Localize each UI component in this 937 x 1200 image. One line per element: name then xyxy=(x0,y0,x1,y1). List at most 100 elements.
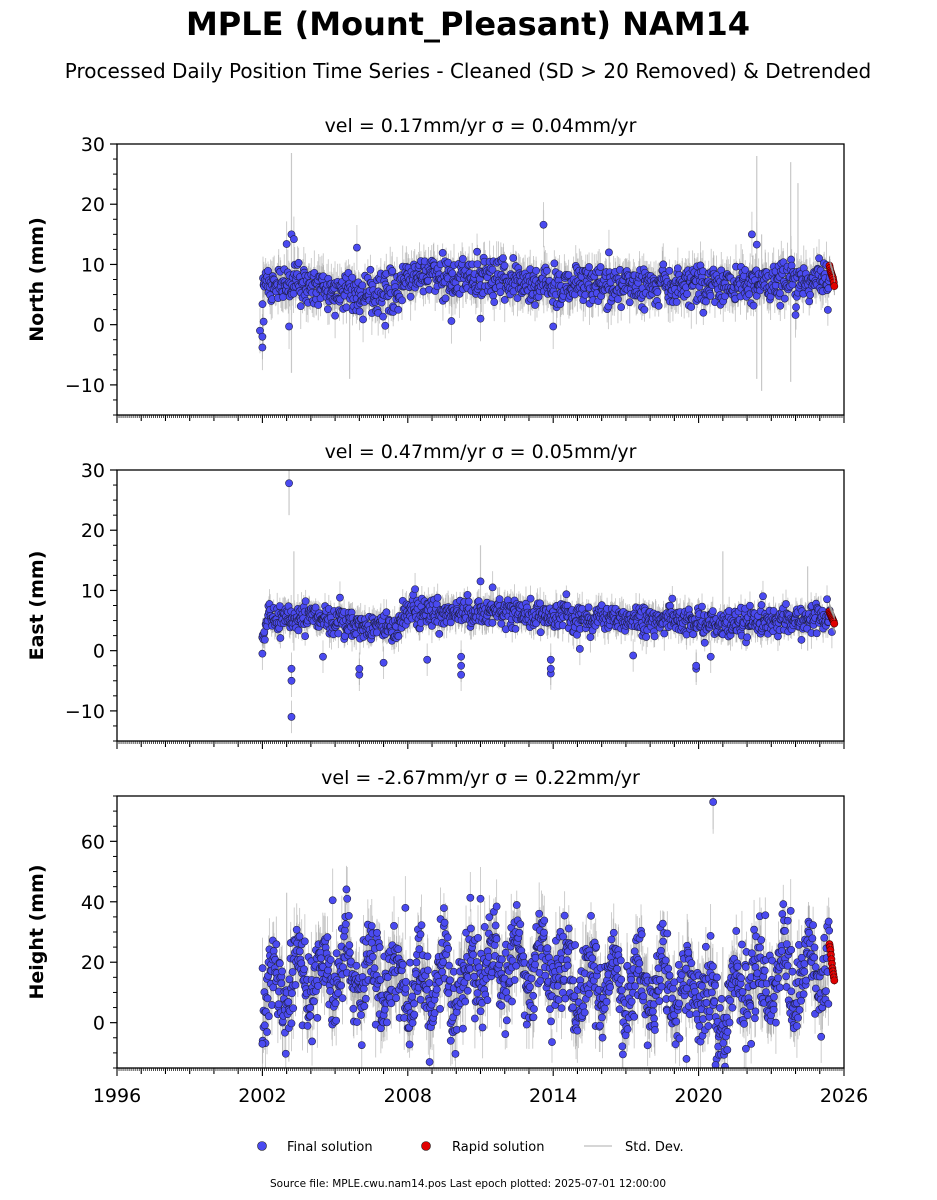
final-point xyxy=(319,652,327,661)
final-point xyxy=(708,607,717,615)
final-point xyxy=(287,713,296,721)
final-point xyxy=(258,343,267,352)
final-point xyxy=(549,322,558,331)
final-point xyxy=(285,322,293,331)
final-point xyxy=(605,248,613,257)
final-point xyxy=(665,266,674,275)
final-point xyxy=(745,290,754,299)
final-point xyxy=(355,664,364,673)
final-point xyxy=(806,290,815,299)
ytick-label: −10 xyxy=(65,701,105,723)
final-point xyxy=(536,599,545,608)
final-point xyxy=(692,661,701,670)
final-point xyxy=(457,652,465,661)
final-point xyxy=(489,291,497,300)
final-point xyxy=(258,300,267,309)
final-point xyxy=(372,628,381,637)
final-point xyxy=(258,332,267,341)
north-ylabel: North (mm) xyxy=(26,217,48,342)
final-point xyxy=(499,254,507,262)
final-point xyxy=(536,628,545,637)
final-point xyxy=(596,263,605,271)
final-point xyxy=(573,630,581,639)
final-point xyxy=(539,220,548,229)
final-point xyxy=(743,633,752,642)
final-point xyxy=(776,289,784,298)
final-point xyxy=(331,311,339,320)
final-point xyxy=(398,296,406,305)
north-final-points xyxy=(256,220,834,352)
final-point xyxy=(394,305,403,314)
final-point xyxy=(706,291,715,300)
ytick-label: 0 xyxy=(93,315,105,337)
final-point xyxy=(629,651,638,660)
final-point xyxy=(381,321,390,330)
final-point xyxy=(550,259,559,268)
final-point xyxy=(699,308,708,317)
final-point xyxy=(473,260,482,269)
final-point xyxy=(749,301,758,310)
final-point xyxy=(562,590,571,599)
final-point xyxy=(748,230,756,239)
final-point xyxy=(294,258,303,267)
final-point xyxy=(495,595,504,603)
north-rapid-points xyxy=(825,256,839,296)
final-point xyxy=(597,601,606,610)
final-point xyxy=(689,630,698,639)
final-point xyxy=(702,297,710,306)
ytick-label: 30 xyxy=(81,134,105,156)
ytick-label: 10 xyxy=(81,580,105,602)
final-point xyxy=(706,652,715,661)
final-point xyxy=(282,240,291,248)
final-point xyxy=(258,649,267,658)
final-point xyxy=(672,298,681,306)
final-point xyxy=(653,288,662,296)
final-point xyxy=(358,281,367,290)
final-point xyxy=(406,292,415,301)
figure-title: MPLE (Mount_Pleasant) NAM14 xyxy=(186,5,750,43)
north-panel-title: vel = 0.17mm/yr σ = 0.04mm/yr xyxy=(325,115,637,137)
final-point xyxy=(660,629,669,638)
final-point xyxy=(355,307,364,316)
east-ylabel: East (mm) xyxy=(26,551,48,661)
final-point xyxy=(500,296,509,304)
final-point xyxy=(812,629,821,638)
final-point xyxy=(394,632,403,641)
final-point xyxy=(614,295,622,304)
final-point xyxy=(476,577,485,586)
rapid-point xyxy=(830,282,839,290)
ytick-label: 30 xyxy=(81,460,105,482)
east-panel: vel = 0.47mm/yr σ = 0.05mm/yr East (mm) −1… xyxy=(26,441,845,749)
final-point xyxy=(488,618,497,627)
final-point xyxy=(388,267,397,275)
final-point xyxy=(642,633,651,641)
final-point xyxy=(823,305,832,314)
final-point xyxy=(791,311,800,319)
final-point xyxy=(797,635,806,644)
east-plot-area xyxy=(258,470,839,734)
final-point xyxy=(311,603,320,612)
final-point xyxy=(805,297,814,306)
final-point xyxy=(546,664,555,673)
final-point xyxy=(464,597,473,606)
final-point xyxy=(488,265,497,274)
final-point xyxy=(776,301,785,310)
final-point xyxy=(752,240,761,249)
final-point xyxy=(287,664,296,673)
final-point xyxy=(780,294,789,303)
final-point xyxy=(294,626,303,635)
final-point xyxy=(769,607,778,615)
final-point xyxy=(668,594,677,603)
final-point xyxy=(488,583,497,592)
final-point xyxy=(259,317,268,326)
final-point xyxy=(435,630,444,638)
ytick-label: 20 xyxy=(81,194,105,216)
final-point xyxy=(650,632,659,641)
final-point xyxy=(531,301,539,309)
ytick-label: 10 xyxy=(81,254,105,276)
east-final-points xyxy=(258,479,836,721)
final-point xyxy=(546,655,555,664)
final-point xyxy=(490,298,499,306)
final-point xyxy=(290,235,298,244)
